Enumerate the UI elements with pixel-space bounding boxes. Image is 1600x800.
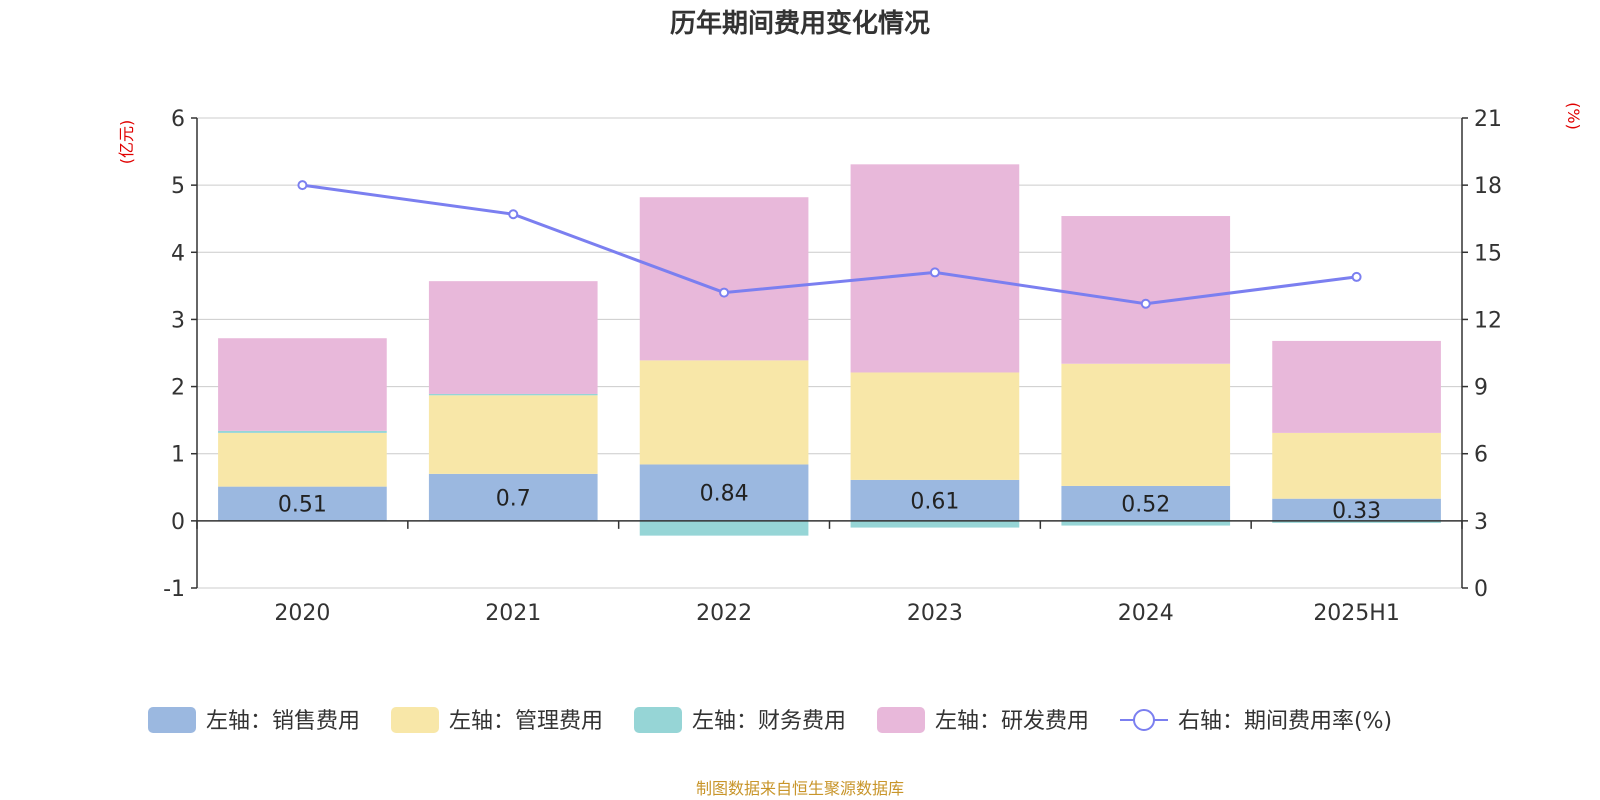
left-tick-label: 5	[171, 174, 185, 199]
legend-swatch-3	[877, 707, 925, 733]
bar-2023-series-0	[850, 479, 1020, 521]
right-tick-label: 9	[1474, 376, 1488, 401]
rate-point-2023	[929, 267, 940, 278]
rate-point-2025H1	[1351, 271, 1362, 282]
left-tick-label: 1	[171, 443, 185, 468]
bar-2024-series-2	[1061, 520, 1231, 526]
legend-marker-swatch	[1133, 709, 1155, 731]
bar-2025H1-series-2	[1272, 520, 1441, 523]
legend-label-4: 右轴：期间费用率(%)	[1178, 709, 1392, 734]
data-label-2021: 0.7	[496, 486, 531, 511]
bar-2021-series-0	[428, 473, 598, 521]
bar-2022-series-1	[639, 360, 809, 465]
bar-2025H1-series-0	[1272, 498, 1441, 521]
legend-label-1: 左轴：管理费用	[449, 709, 603, 734]
rate-point-2021	[508, 209, 519, 220]
legend-label-0: 左轴：销售费用	[206, 709, 360, 734]
bar-2020-series-3	[218, 338, 387, 431]
left-tick-label: 3	[171, 308, 185, 333]
data-label-2022: 0.84	[700, 482, 749, 507]
bar-2020-series-2	[218, 430, 387, 433]
legend: 左轴：销售费用 左轴：管理费用 左轴：财务费用 左轴：研发费用 右轴：期间费用率(%)	[148, 707, 1392, 734]
bar-2022-series-3	[639, 197, 809, 361]
x-tick-label-2021: 2021	[485, 601, 541, 626]
left-tick-label: 0	[171, 510, 185, 535]
data-label-2023: 0.61	[910, 489, 959, 514]
rate-point-2022	[719, 287, 730, 298]
bar-2021-series-2	[428, 393, 598, 396]
bar-2023-series-2	[850, 520, 1020, 528]
source-note: 制图数据来自恒生聚源数据库	[696, 779, 904, 798]
bar-2020-series-0	[218, 486, 387, 521]
legend-swatch-1	[391, 707, 439, 733]
right-tick-label: 18	[1474, 174, 1502, 199]
x-tick-label-2025H1: 2025H1	[1313, 601, 1400, 626]
bar-2024-series-3	[1061, 216, 1231, 364]
rate-point-2024	[1140, 298, 1151, 309]
left-tick-label: 2	[171, 376, 185, 401]
data-label-2024: 0.52	[1121, 492, 1170, 517]
data-label-2025H1: 0.33	[1332, 499, 1381, 524]
bar-2024-series-0	[1061, 485, 1231, 521]
bar-2025H1-series-3	[1272, 340, 1441, 433]
x-tick-label-2022: 2022	[696, 601, 752, 626]
data-label-2020: 0.51	[278, 493, 327, 518]
x-tick-label-2020: 2020	[274, 601, 330, 626]
left-tick-label: 4	[171, 241, 185, 266]
bar-2022-series-2	[639, 520, 809, 536]
bar-2021-series-3	[428, 281, 598, 394]
bars	[218, 164, 1441, 536]
bar-2022-series-0	[639, 464, 809, 521]
right-tick-label: 3	[1474, 510, 1488, 535]
bar-2024-series-1	[1061, 363, 1231, 486]
rate-point-2020	[297, 180, 308, 191]
x-tick-label-2023: 2023	[907, 601, 963, 626]
chart-title: 历年期间费用变化情况	[670, 8, 930, 39]
rate-line	[297, 180, 1362, 309]
left-tick-label: -1	[163, 577, 185, 602]
right-tick-label: 15	[1474, 241, 1502, 266]
bar-2023-series-1	[850, 372, 1020, 480]
rate-line-path	[302, 183, 1357, 306]
legend-swatch-2	[634, 707, 682, 733]
bar-2021-series-1	[428, 395, 598, 474]
right-tick-label: 6	[1474, 443, 1488, 468]
right-tick-label: 21	[1474, 107, 1502, 132]
bar-2020-series-1	[218, 432, 387, 487]
right-axis-unit: (%)	[1564, 102, 1583, 130]
x-tick-label-2024: 2024	[1118, 601, 1174, 626]
left-tick-label: 6	[171, 107, 185, 132]
legend-swatch-0	[148, 707, 196, 733]
right-tick-label: 0	[1474, 577, 1488, 602]
legend-label-3: 左轴：研发费用	[935, 709, 1089, 734]
bar-2025H1-series-1	[1272, 432, 1441, 499]
legend-label-2: 左轴：财务费用	[692, 709, 846, 734]
right-tick-label: 12	[1474, 308, 1502, 333]
left-axis-unit: (亿元)	[117, 120, 136, 165]
data-labels: 0.51 0.7 0.84 0.61 0.52 0.33	[278, 482, 1381, 524]
